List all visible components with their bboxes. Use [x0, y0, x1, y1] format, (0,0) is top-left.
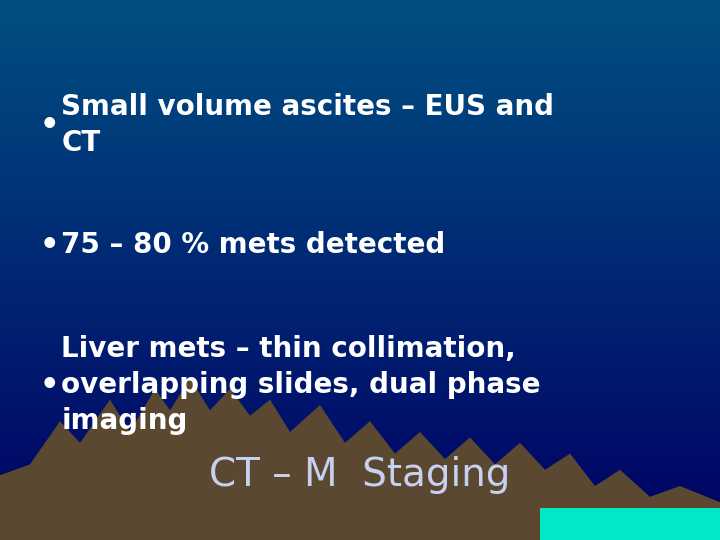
Text: •: • — [40, 370, 59, 400]
Text: •: • — [40, 111, 59, 139]
Polygon shape — [0, 378, 720, 540]
Text: Small volume ascites – EUS and
CT: Small volume ascites – EUS and CT — [61, 93, 554, 157]
Text: CT – M  Staging: CT – M Staging — [210, 456, 510, 494]
Text: Liver mets – thin collimation,
overlapping slides, dual phase
imaging: Liver mets – thin collimation, overlappi… — [61, 335, 541, 435]
Text: •: • — [40, 231, 59, 260]
Text: 75 – 80 % mets detected: 75 – 80 % mets detected — [61, 231, 446, 259]
Polygon shape — [540, 508, 720, 540]
Polygon shape — [560, 510, 720, 540]
